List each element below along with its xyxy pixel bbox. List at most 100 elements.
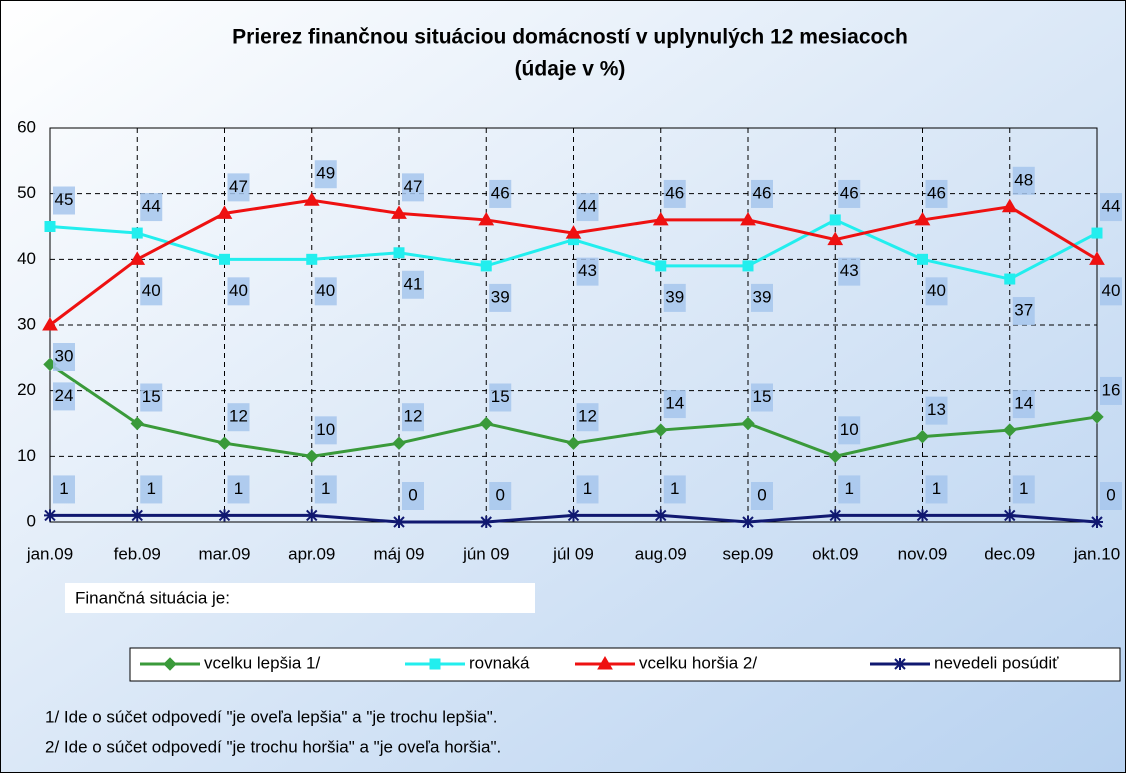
marker (915, 429, 930, 444)
data-label-box (314, 416, 337, 445)
marker (303, 192, 320, 206)
data-label: 1 (583, 479, 592, 498)
data-label: 39 (753, 287, 772, 306)
data-label-box (140, 193, 163, 222)
data-label-box (402, 403, 424, 432)
marker (480, 516, 493, 528)
data-label-box (576, 257, 599, 286)
marker (391, 205, 407, 219)
x-tick-label: jan.09 (26, 544, 73, 563)
data-label: 12 (578, 407, 597, 426)
marker (131, 509, 144, 522)
data-label-box (489, 482, 512, 510)
data-label-box (663, 283, 686, 312)
y-tick-label: 0 (27, 511, 36, 530)
data-label-box (663, 179, 686, 208)
data-label: 1 (59, 479, 68, 498)
marker (429, 658, 441, 670)
marker (219, 253, 230, 265)
marker (1091, 227, 1103, 239)
data-label-box (227, 173, 250, 202)
footnote: 2/ Ide o súčet odpovedí "je trochu horši… (45, 737, 501, 756)
data-label: 40 (142, 281, 161, 300)
data-label-box (53, 475, 75, 504)
data-label: 0 (408, 485, 417, 504)
data-label: 0 (1106, 485, 1115, 504)
marker (917, 253, 928, 265)
marker (129, 251, 146, 265)
data-label-box (314, 475, 337, 504)
data-label: 13 (927, 400, 946, 419)
x-tick-label: jún 09 (462, 544, 509, 563)
y-tick-label: 40 (17, 249, 36, 268)
data-label: 49 (316, 164, 335, 183)
data-label-box (314, 277, 337, 306)
marker (130, 416, 144, 431)
marker (1003, 423, 1017, 437)
data-label: 37 (1014, 301, 1033, 320)
marker (829, 509, 842, 522)
x-tick-label: jan.10 (1073, 544, 1120, 563)
data-label-box (576, 475, 599, 504)
data-label-box (1100, 376, 1122, 405)
marker (565, 225, 582, 239)
marker (1090, 410, 1104, 424)
data-label: 48 (1014, 170, 1033, 189)
x-tick-label: júl 09 (552, 544, 594, 563)
marker (655, 260, 667, 272)
data-label-box (402, 173, 424, 202)
data-label-box (53, 382, 75, 411)
legend-label: vcelku lepšia 1/ (204, 653, 321, 672)
marker (742, 260, 754, 272)
data-label-box (838, 179, 861, 208)
data-label-box (1012, 390, 1035, 419)
marker (393, 247, 405, 259)
marker (829, 214, 841, 226)
data-label: 1 (845, 479, 854, 498)
data-label: 1 (321, 479, 330, 498)
data-label-box (140, 277, 163, 306)
chart-title: Prierez finančnou situáciou domácností v… (232, 26, 908, 49)
x-tick-label: máj 09 (373, 544, 424, 563)
legend-label: nevedeli posúdiť (934, 653, 1059, 672)
marker (654, 509, 667, 522)
data-label: 44 (578, 197, 597, 216)
marker (916, 509, 929, 522)
data-label: 30 (55, 346, 74, 365)
marker (131, 227, 143, 239)
x-tick-label: aug.09 (635, 544, 687, 563)
data-label-box (140, 475, 163, 504)
marker (654, 423, 668, 437)
y-tick-label: 30 (17, 314, 36, 333)
data-label: 47 (404, 177, 423, 196)
data-label-box (576, 403, 599, 432)
data-label-box (838, 257, 861, 286)
data-label-box (402, 482, 424, 510)
data-label: 46 (753, 183, 772, 202)
data-label-box (227, 475, 250, 504)
marker (305, 509, 318, 522)
data-label-box (925, 475, 948, 504)
data-label: 16 (1102, 380, 1121, 399)
data-label: 39 (665, 287, 684, 306)
x-tick-label: sep.09 (722, 544, 773, 563)
data-label: 24 (55, 386, 74, 405)
marker (741, 416, 755, 431)
x-tick-label: feb.09 (114, 544, 161, 563)
data-label-box (489, 283, 512, 312)
data-label: 46 (665, 183, 684, 202)
data-label-box (925, 179, 948, 208)
marker (479, 416, 493, 431)
data-label-box (663, 475, 686, 504)
data-label-box (751, 383, 773, 412)
data-label-box (1100, 277, 1122, 306)
marker (1089, 251, 1105, 265)
marker (393, 516, 405, 528)
data-label: 1 (234, 479, 243, 498)
marker (1003, 509, 1016, 522)
marker (44, 509, 56, 522)
y-tick-label: 60 (17, 117, 36, 136)
data-label: 43 (840, 261, 859, 280)
